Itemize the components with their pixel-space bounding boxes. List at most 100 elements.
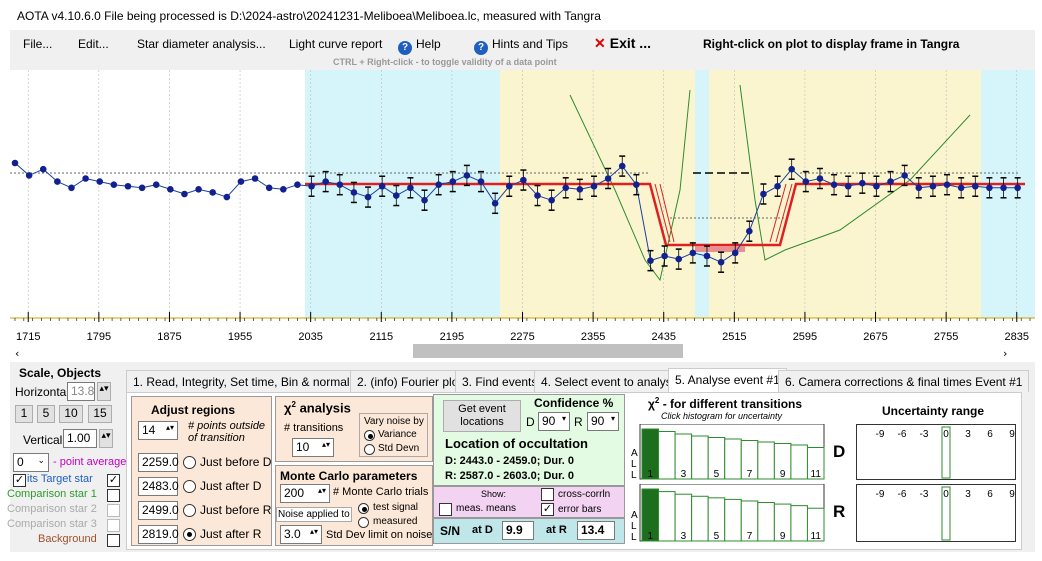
data-point[interactable] [901, 172, 908, 179]
histogram-bar[interactable] [757, 441, 775, 480]
data-point[interactable] [265, 184, 273, 192]
data-point[interactable] [1014, 184, 1021, 192]
data-point[interactable] [96, 178, 104, 185]
scale-button-10[interactable]: 10 [59, 405, 83, 423]
data-point[interactable] [830, 181, 838, 188]
target-star-chk-2[interactable]: ✓ [107, 474, 120, 487]
just-after-r-radio[interactable] [183, 528, 196, 541]
histogram-bar[interactable] [757, 502, 775, 542]
horizontal-scale-input[interactable]: 13.8 [67, 382, 95, 401]
data-point[interactable] [774, 182, 781, 190]
data-point[interactable] [251, 175, 259, 182]
points-outside-input[interactable]: 14 ▴▾ [138, 421, 178, 440]
get-event-locations-button[interactable]: Get event locations [443, 400, 521, 432]
data-point[interactable] [520, 176, 527, 184]
menu-hints[interactable]: ? Hints and Tips [474, 37, 568, 55]
data-point[interactable] [209, 189, 217, 196]
histogram-bar[interactable] [658, 491, 676, 542]
data-point[interactable] [294, 181, 301, 188]
data-point[interactable] [364, 193, 372, 201]
tab-find-events[interactable]: 3. Find events [455, 370, 545, 392]
data-point[interactable] [633, 181, 640, 188]
data-point[interactable] [68, 184, 75, 192]
data-point[interactable] [929, 182, 937, 190]
data-points[interactable] [11, 155, 1021, 273]
data-point[interactable] [54, 178, 61, 185]
std-devn-radio[interactable] [364, 444, 375, 455]
data-point[interactable] [223, 193, 231, 201]
data-point[interactable] [562, 184, 570, 192]
transitions-input[interactable]: 10 ▴▾ [292, 438, 334, 457]
scroll-left-icon[interactable]: ‹ [15, 347, 19, 360]
data-point[interactable] [943, 181, 951, 188]
data-point[interactable] [39, 165, 47, 173]
vertical-scale-input[interactable]: 1.00 [63, 429, 97, 448]
confidence-r-input[interactable]: 90 ▾ [587, 412, 619, 431]
data-point[interactable] [392, 192, 400, 199]
data-point[interactable] [647, 257, 654, 264]
data-point[interactable] [717, 258, 725, 266]
data-point[interactable] [477, 178, 485, 185]
data-point[interactable] [308, 182, 315, 190]
histogram-r[interactable]: ALL 1 3 5 7 9 11 [630, 484, 826, 542]
histogram-bar[interactable] [790, 505, 808, 542]
data-point[interactable] [124, 182, 132, 190]
monte-carlo-trials-input[interactable]: 200 ▴▾ [280, 484, 330, 503]
data-point[interactable] [181, 190, 188, 198]
data-point[interactable] [746, 227, 753, 235]
data-point[interactable] [731, 249, 739, 257]
just-after-d-input[interactable]: 2483.0 [138, 477, 179, 496]
variance-radio[interactable] [364, 430, 375, 441]
data-point[interactable] [378, 182, 386, 190]
tab-camera-corrections[interactable]: 6. Camera corrections & final times Even… [778, 370, 1030, 392]
histogram-bar[interactable] [806, 447, 825, 480]
data-point[interactable] [760, 190, 767, 198]
data-point[interactable] [576, 186, 584, 193]
data-point[interactable] [618, 162, 626, 170]
data-point[interactable] [407, 184, 414, 192]
comparison-star-3-chk[interactable] [107, 519, 120, 532]
comparison-star-2-chk[interactable] [107, 504, 120, 517]
data-point[interactable] [802, 178, 810, 185]
data-point[interactable] [110, 181, 118, 188]
histogram-bar[interactable] [724, 498, 742, 542]
data-point[interactable] [788, 165, 795, 173]
target-star-chk[interactable]: ✓ [13, 474, 26, 487]
menu-help[interactable]: ? Help [398, 37, 441, 55]
data-point[interactable] [237, 178, 245, 185]
data-point[interactable] [505, 182, 513, 190]
data-point[interactable] [957, 184, 965, 192]
data-point[interactable] [590, 182, 598, 190]
data-point[interactable] [138, 184, 146, 192]
data-point[interactable] [534, 192, 541, 199]
background-chk[interactable] [107, 534, 120, 547]
data-point[interactable] [548, 196, 555, 204]
data-point[interactable] [25, 172, 33, 179]
data-point[interactable] [703, 252, 711, 260]
data-point[interactable] [675, 255, 683, 263]
scroll-right-icon[interactable]: › [1003, 347, 1007, 360]
data-point[interactable] [322, 178, 329, 185]
histogram-bar[interactable] [790, 444, 808, 480]
confidence-d-input[interactable]: 90 ▾ [538, 412, 570, 431]
h-scrollbar[interactable]: ‹ › [15, 344, 1007, 360]
data-point[interactable] [336, 181, 344, 188]
meas-means-chk[interactable] [439, 503, 452, 516]
light-curve-svg[interactable]: 1715 1795 1875 1955 2035 2115 2195 2275 2355 2435… [10, 70, 1035, 360]
data-point[interactable] [887, 178, 894, 185]
menu-light-curve-report[interactable]: Light curve report [289, 37, 383, 51]
data-point[interactable] [1000, 184, 1007, 192]
data-point[interactable] [280, 186, 287, 193]
just-before-d-radio[interactable] [183, 456, 196, 469]
tab-read-integrity[interactable]: 1. Read, Integrity, Set time, Bin & norm… [126, 370, 372, 392]
scale-button-15[interactable]: 15 [88, 405, 112, 423]
histogram-bar[interactable] [658, 431, 676, 480]
error-bars-chk[interactable]: ✓ [541, 503, 554, 516]
data-point[interactable] [435, 181, 442, 188]
just-before-d-input[interactable]: 2259.0 [138, 453, 179, 472]
scroll-thumb[interactable] [413, 344, 683, 358]
tab-analyse-event[interactable]: 5. Analyse event #1 [668, 368, 787, 392]
menu-star-diameter[interactable]: Star diameter analysis... [137, 37, 266, 51]
just-after-r-input[interactable]: 2819.0 [138, 525, 179, 544]
std-dev-limit-input[interactable]: 3.0 ▴▾ [280, 525, 322, 544]
